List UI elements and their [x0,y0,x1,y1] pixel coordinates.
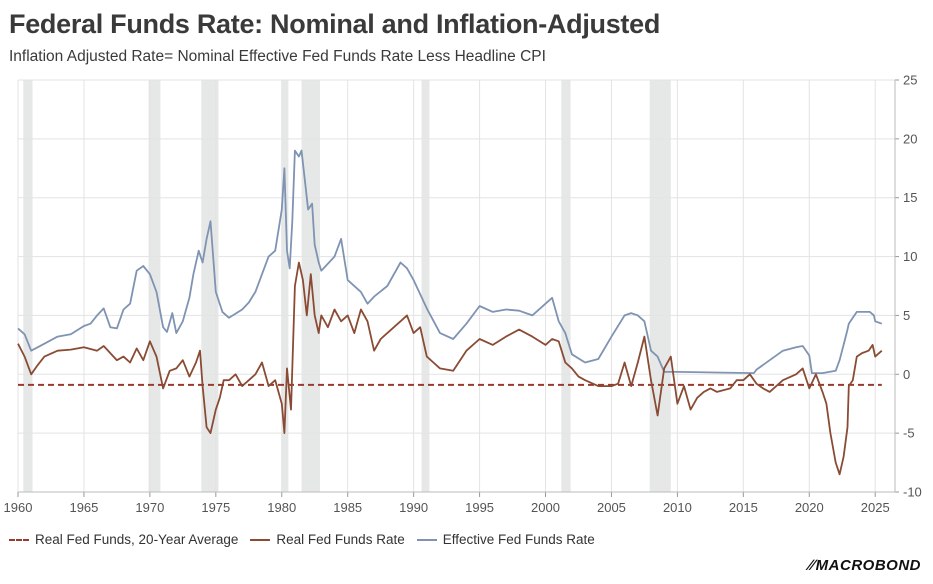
legend-swatch-dashed [9,538,29,541]
recession-shading [23,80,671,492]
y-tick-label: -10 [903,485,922,500]
x-tick-label: 2010 [663,500,692,515]
recession-band [301,80,321,492]
legend-swatch-nominal [416,538,437,541]
recession-band [201,80,219,492]
y-tick-label: 20 [903,131,917,146]
legend-label: Real Fed Funds Rate [276,532,405,547]
x-tick-label: 2015 [729,500,758,515]
y-tick-label: -5 [903,426,915,441]
y-tick-label: 5 [903,308,910,323]
recession-band [421,80,430,492]
legend-item-real: Real Fed Funds Rate [250,532,405,547]
y-tick-label: 15 [903,190,917,205]
macrobond-logo: ∕∕MACROBOND [809,557,921,574]
recession-band [561,80,571,492]
x-tick-label: 1985 [333,500,362,515]
legend-label: Effective Fed Funds Rate [442,532,595,547]
series-line-effective-fed-funds [17,149,883,375]
x-tick-label: 1960 [4,500,33,515]
x-tick-label: 1980 [267,500,296,515]
recession-band [281,80,289,492]
chart-title: Federal Funds Rate: Nominal and Inflatio… [9,9,661,39]
x-tick-label: 2025 [861,500,890,515]
grid-lines [17,79,895,493]
legend-item-nominal: Effective Fed Funds Rate [416,532,595,547]
legend-item-average: Real Fed Funds, 20-Year Average [9,532,238,547]
x-tick-label: 2020 [795,500,824,515]
legend-swatch-real [250,538,271,541]
logo-mark-icon: ∕∕ [808,557,815,574]
series-lines [17,149,883,476]
legend-label: Real Fed Funds, 20-Year Average [35,532,239,547]
legend: Real Fed Funds, 20-Year Average Real Fed… [9,532,607,547]
logo-text: MACROBOND [815,557,921,574]
chart-subtitle: Inflation Adjusted Rate= Nominal Effecti… [9,48,546,65]
recession-band [649,80,671,492]
x-tick-label: 1990 [399,500,428,515]
x-tick-label: 1965 [69,500,98,515]
x-tick-label: 1975 [201,500,230,515]
recession-band [23,80,33,492]
x-tick-label: 2005 [597,500,626,515]
x-tick-label: 1970 [135,500,164,515]
x-tick-label: 1995 [465,500,494,515]
y-tick-label: 0 [903,367,910,382]
y-tick-label: 25 [903,73,917,88]
y-tick-label: 10 [903,249,917,264]
x-tick-label: 2000 [531,500,560,515]
series-line-real-fed-funds [17,261,883,476]
